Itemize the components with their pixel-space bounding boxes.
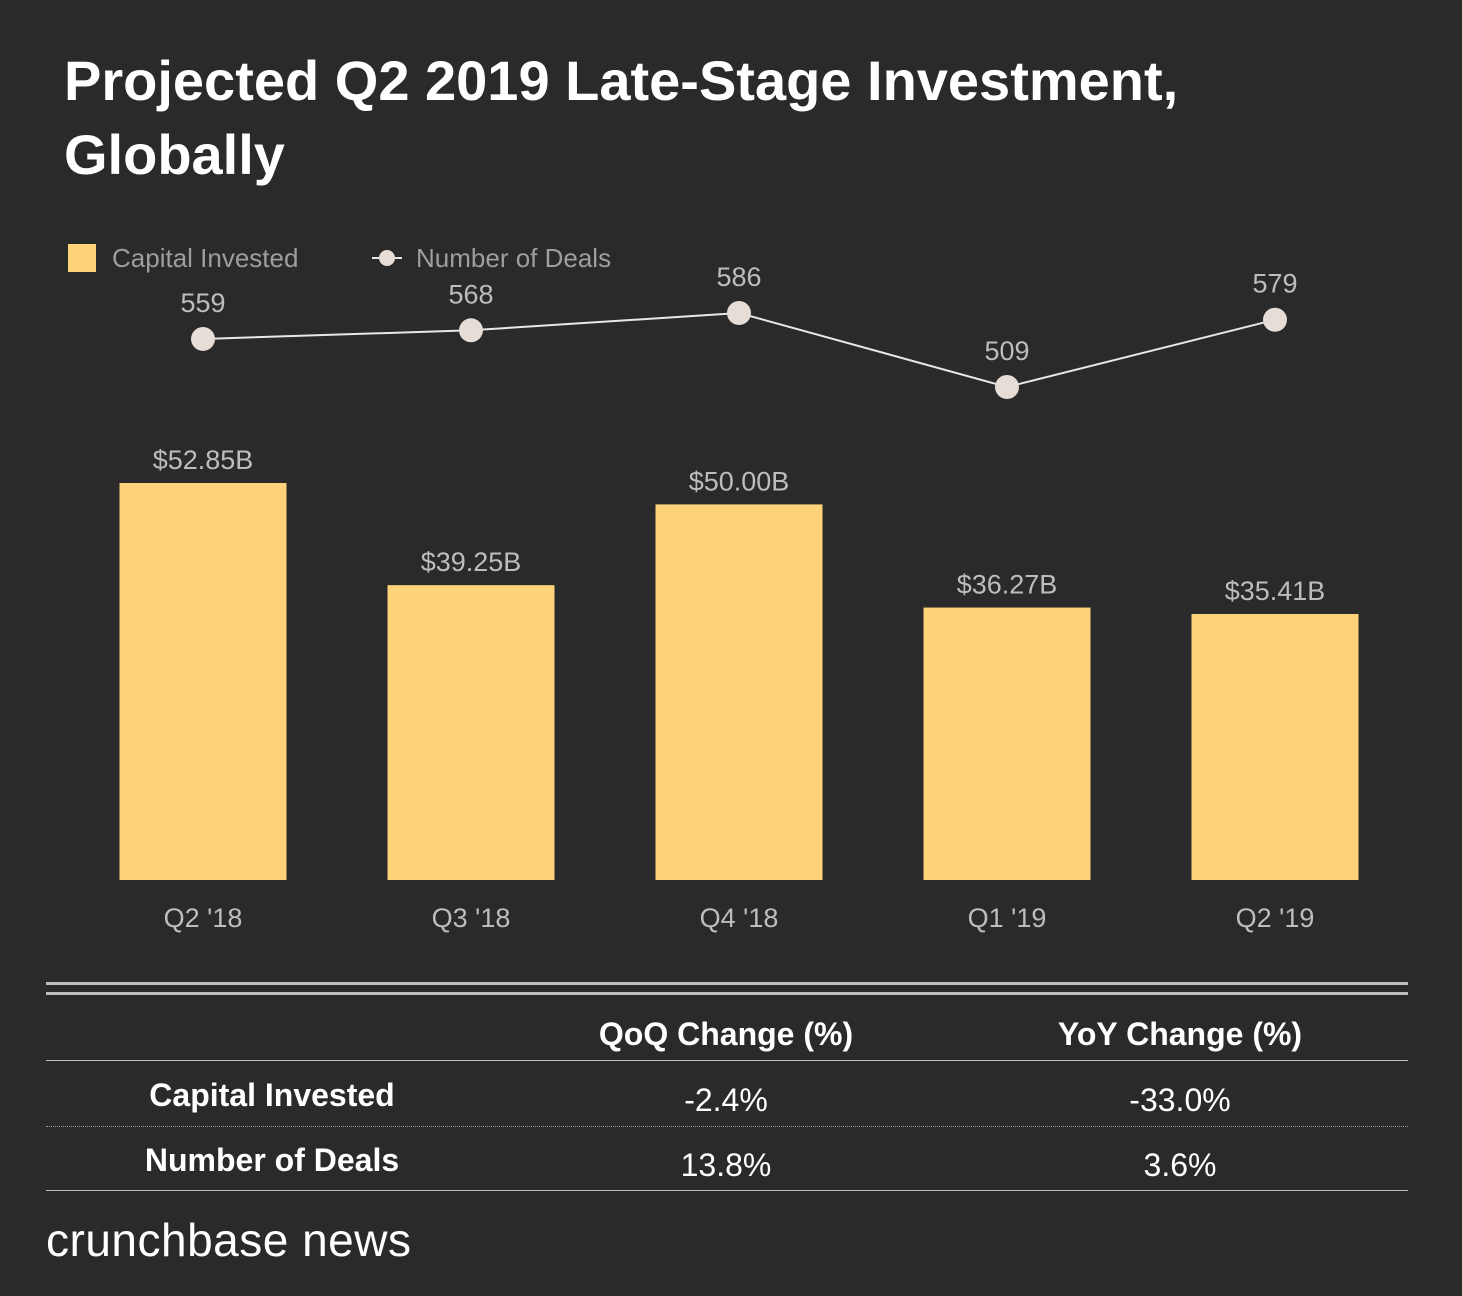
- deals-point-3: [727, 301, 751, 325]
- legend-label-capital: Capital Invested: [112, 243, 298, 273]
- table-cell-capital-qoq: -2.4%: [684, 1082, 768, 1118]
- chart-title: Projected Q2 2019 Late-Stage Investment,…: [64, 49, 1179, 186]
- brand-logo-text: crunchbase news: [46, 1214, 412, 1266]
- bar-1: [119, 483, 287, 880]
- bar-value-label-3: $50.00B: [689, 466, 790, 496]
- deals-value-label-5: 579: [1252, 269, 1297, 299]
- deals-point-2: [459, 318, 483, 343]
- table-header-qoq: QoQ Change (%): [598, 1016, 854, 1052]
- legend-marker-deals: [379, 250, 395, 266]
- deals-value-label-4: 509: [984, 336, 1029, 366]
- table-header-yoy: YoY Change (%): [1057, 1016, 1303, 1052]
- table-row-divider: [46, 1126, 1408, 1127]
- table-cell-capital-yoy: -33.0%: [1129, 1082, 1231, 1118]
- deals-value-label-1: 559: [180, 288, 225, 318]
- table-bottom-rule: [46, 1190, 1408, 1191]
- deals-value-label-3: 586: [716, 262, 761, 292]
- deals-point-1: [191, 326, 215, 351]
- bar-value-label-5: $35.41B: [1225, 576, 1326, 606]
- bar-value-label-1: $52.85B: [153, 445, 254, 475]
- table-cell-deals-qoq: 13.8%: [680, 1147, 772, 1183]
- deals-point-5: [1263, 307, 1287, 332]
- table-top-rule-2: [46, 992, 1408, 995]
- bar-4: [923, 607, 1091, 880]
- x-tick-label-2: Q3 '18: [432, 903, 511, 933]
- bar-value-label-4: $36.27B: [957, 570, 1058, 600]
- chart: Capital Invested Number of Deals $52.85B…: [68, 243, 1359, 933]
- x-tick-label-5: Q2 '19: [1236, 903, 1315, 933]
- legend-label-deals: Number of Deals: [416, 243, 611, 273]
- legend-swatch-capital: [68, 244, 96, 272]
- table-row-label-capital: Capital Invested: [149, 1077, 395, 1113]
- bar-3: [655, 504, 823, 880]
- x-tick-label-1: Q2 '18: [164, 903, 243, 933]
- legend: Capital Invested Number of Deals: [68, 243, 611, 273]
- bar-5: [1191, 614, 1359, 880]
- bar-value-label-2: $39.25B: [421, 547, 522, 577]
- deals-point-4: [995, 375, 1019, 399]
- table-top-rule: [46, 982, 1408, 985]
- table-cell-deals-yoy: 3.6%: [1143, 1147, 1217, 1183]
- x-tick-label-4: Q1 '19: [968, 903, 1047, 933]
- x-tick-label-3: Q4 '18: [700, 903, 779, 933]
- bars-group: $52.85B Q2 '18 $39.25B Q3 '18 $50.00B Q4 '18 $…: [119, 445, 1359, 933]
- table-header-rule: [46, 1060, 1408, 1061]
- deals-line-group: 559 568 586 509 579: [180, 262, 1298, 399]
- table-row-label-deals: Number of Deals: [144, 1142, 400, 1178]
- deals-value-label-2: 568: [448, 279, 493, 309]
- bar-2: [387, 585, 555, 880]
